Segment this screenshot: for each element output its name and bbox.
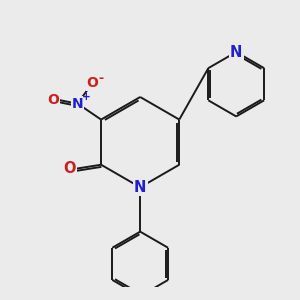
Text: N: N [72, 97, 83, 111]
Text: O: O [86, 76, 98, 91]
Text: -: - [98, 72, 104, 85]
Text: N: N [134, 180, 146, 195]
Text: O: O [47, 93, 59, 107]
Text: N: N [230, 44, 242, 59]
Text: +: + [82, 92, 91, 102]
Text: O: O [63, 161, 76, 176]
